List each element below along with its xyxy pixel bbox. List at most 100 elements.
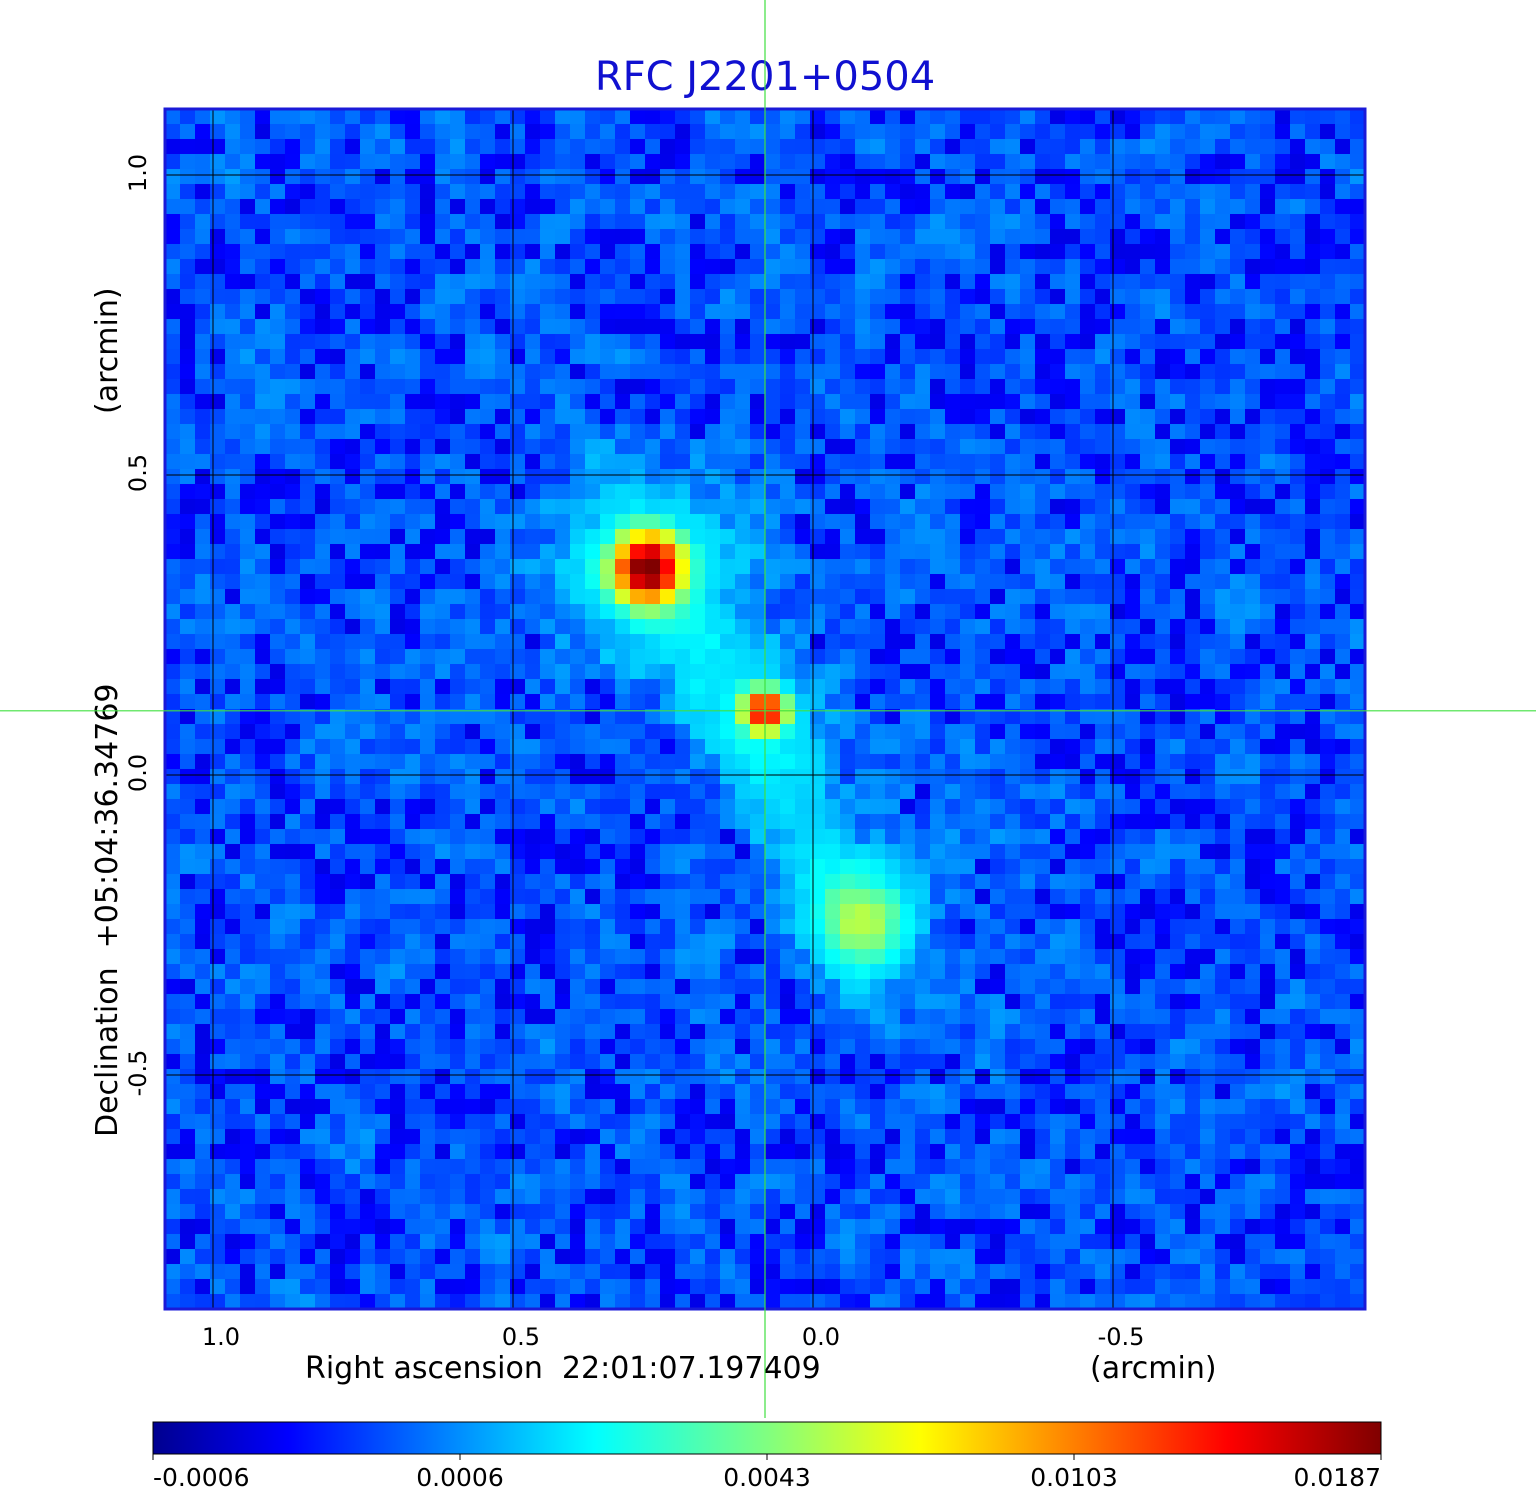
heatmap-cell	[735, 289, 751, 305]
heatmap-cell	[270, 289, 286, 305]
heatmap-cell	[465, 259, 481, 275]
heatmap-cell	[1035, 574, 1051, 590]
heatmap-cell	[1275, 139, 1291, 155]
heatmap-cell	[1170, 244, 1186, 260]
heatmap-cell	[330, 739, 346, 755]
heatmap-cell	[1095, 214, 1111, 230]
heatmap-cell	[1020, 574, 1036, 590]
heatmap-cell	[810, 304, 826, 320]
heatmap-cell	[900, 934, 916, 950]
heatmap-cell	[690, 904, 706, 920]
heatmap-cell	[420, 904, 436, 920]
heatmap-cell	[1320, 364, 1336, 380]
heatmap-cell	[885, 274, 901, 290]
heatmap-cell	[1125, 829, 1141, 845]
heatmap-cell	[1275, 604, 1291, 620]
heatmap-cell	[435, 454, 451, 470]
heatmap-cell	[420, 994, 436, 1010]
heatmap-cell	[1185, 439, 1201, 455]
heatmap-cell	[255, 124, 271, 140]
heatmap-cell	[1230, 334, 1246, 350]
heatmap-cell	[660, 304, 676, 320]
heatmap-cell	[1140, 409, 1156, 425]
heatmap-cell	[990, 934, 1006, 950]
heatmap-cell	[600, 169, 616, 185]
heatmap-cell	[1260, 529, 1276, 545]
heatmap-cell	[195, 319, 211, 335]
heatmap-cell	[1350, 364, 1365, 380]
heatmap-cell	[330, 109, 346, 125]
heatmap-cell	[165, 439, 181, 455]
heatmap-cell	[300, 214, 316, 230]
heatmap-cell	[1095, 904, 1111, 920]
heatmap-cell	[945, 304, 961, 320]
heatmap-cell	[255, 664, 271, 680]
heatmap-cell	[1095, 454, 1111, 470]
heatmap-cell	[540, 214, 556, 230]
heatmap-cell	[1200, 274, 1216, 290]
heatmap-cell	[225, 409, 241, 425]
heatmap-cell	[1200, 199, 1216, 215]
heatmap-cell	[915, 694, 931, 710]
heatmap-cell	[1230, 619, 1246, 635]
heatmap-cell	[240, 754, 256, 770]
heatmap-cell	[675, 319, 691, 335]
heatmap-cell	[930, 964, 946, 980]
heatmap-cell	[285, 619, 301, 635]
heatmap-cell	[1125, 439, 1141, 455]
heatmap-cell	[675, 694, 691, 710]
heatmap-cell	[495, 244, 511, 260]
heatmap-cell	[960, 154, 976, 170]
heatmap-cell	[315, 184, 331, 200]
heatmap-cell	[945, 559, 961, 575]
heatmap-cell	[465, 604, 481, 620]
heatmap-cell	[450, 1009, 466, 1025]
heatmap-cell	[1095, 439, 1111, 455]
heatmap-cell	[900, 799, 916, 815]
heatmap-cell	[900, 544, 916, 560]
heatmap-cell	[1095, 634, 1111, 650]
heatmap-cell	[630, 454, 646, 470]
heatmap-cell	[1350, 904, 1365, 920]
heatmap-cell	[795, 214, 811, 230]
heatmap-cell	[240, 124, 256, 140]
heatmap-cell	[1230, 859, 1246, 875]
heatmap-cell	[975, 1009, 991, 1025]
heatmap-cell	[810, 154, 826, 170]
heatmap-cell	[405, 829, 421, 845]
heatmap-cell	[630, 439, 646, 455]
heatmap-cell	[1095, 199, 1111, 215]
heatmap-cell	[975, 109, 991, 125]
heatmap-cell	[375, 994, 391, 1010]
heatmap-cell	[1125, 814, 1141, 830]
heatmap-cell	[1125, 394, 1141, 410]
heatmap-cell	[630, 964, 646, 980]
heatmap-cell	[975, 544, 991, 560]
heatmap-cell	[360, 844, 376, 860]
heatmap-cell	[390, 649, 406, 665]
heatmap-cell	[675, 604, 691, 620]
heatmap-cell	[750, 964, 766, 980]
heatmap-cell	[1335, 139, 1351, 155]
heatmap-cell	[240, 484, 256, 500]
heatmap-cell	[600, 574, 616, 590]
heatmap-cell	[690, 754, 706, 770]
heatmap-cell	[1170, 484, 1186, 500]
heatmap-cell	[330, 784, 346, 800]
heatmap-cell	[990, 469, 1006, 485]
heatmap-cell	[300, 484, 316, 500]
heatmap-cell	[1245, 244, 1261, 260]
heatmap-cell	[1320, 274, 1336, 290]
heatmap-cell	[525, 439, 541, 455]
heatmap-cell	[390, 604, 406, 620]
heatmap-cell	[840, 784, 856, 800]
heatmap-cell	[810, 559, 826, 575]
heatmap-cell	[810, 469, 826, 485]
heatmap-cell	[330, 709, 346, 725]
heatmap-cell	[675, 1039, 691, 1055]
heatmap-cell	[1080, 724, 1096, 740]
heatmap-cell	[960, 469, 976, 485]
heatmap-cell	[165, 199, 181, 215]
heatmap-cell	[750, 934, 766, 950]
